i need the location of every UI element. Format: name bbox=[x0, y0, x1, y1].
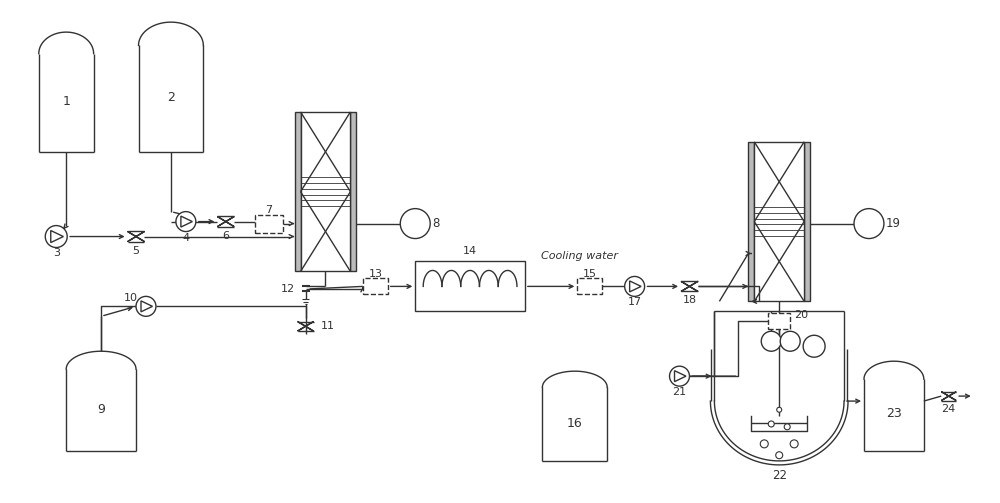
Circle shape bbox=[136, 296, 156, 316]
Text: M: M bbox=[409, 217, 421, 230]
Circle shape bbox=[784, 424, 790, 430]
Polygon shape bbox=[141, 301, 152, 312]
Circle shape bbox=[761, 331, 781, 351]
Circle shape bbox=[625, 277, 645, 296]
Circle shape bbox=[670, 366, 689, 386]
Polygon shape bbox=[181, 216, 192, 227]
Polygon shape bbox=[298, 321, 314, 331]
Circle shape bbox=[768, 421, 774, 427]
Text: 12: 12 bbox=[281, 284, 295, 294]
Text: 6: 6 bbox=[222, 230, 229, 240]
Polygon shape bbox=[217, 216, 234, 227]
Polygon shape bbox=[217, 216, 234, 227]
Bar bbox=[754, 142, 804, 301]
Text: 2: 2 bbox=[167, 91, 175, 104]
Text: 24: 24 bbox=[942, 404, 956, 414]
Polygon shape bbox=[675, 371, 686, 382]
Circle shape bbox=[780, 331, 800, 351]
Text: T: T bbox=[787, 336, 793, 346]
Text: pH: pH bbox=[808, 342, 820, 351]
Text: 13: 13 bbox=[368, 270, 382, 280]
Text: M: M bbox=[863, 217, 875, 230]
Circle shape bbox=[400, 209, 430, 238]
Text: 14: 14 bbox=[463, 246, 477, 257]
Circle shape bbox=[803, 336, 825, 357]
Polygon shape bbox=[681, 281, 698, 292]
Circle shape bbox=[777, 407, 782, 412]
Polygon shape bbox=[630, 281, 641, 292]
Bar bbox=[804, 142, 810, 301]
Text: 4: 4 bbox=[182, 232, 189, 242]
FancyBboxPatch shape bbox=[768, 313, 790, 329]
Polygon shape bbox=[128, 231, 144, 241]
Polygon shape bbox=[128, 231, 144, 241]
Circle shape bbox=[176, 212, 196, 231]
FancyBboxPatch shape bbox=[363, 279, 388, 294]
FancyBboxPatch shape bbox=[577, 279, 602, 294]
Text: 23: 23 bbox=[886, 407, 902, 420]
Circle shape bbox=[854, 209, 884, 238]
Circle shape bbox=[776, 452, 783, 459]
Text: 17: 17 bbox=[628, 297, 642, 307]
Bar bbox=[350, 112, 356, 272]
Text: 21: 21 bbox=[672, 387, 687, 397]
Text: 3: 3 bbox=[53, 248, 60, 259]
Text: 20: 20 bbox=[794, 310, 808, 320]
Text: 7: 7 bbox=[265, 205, 272, 215]
Text: 11: 11 bbox=[320, 321, 334, 331]
Text: 16: 16 bbox=[567, 416, 583, 430]
Text: Cooling water: Cooling water bbox=[541, 252, 618, 262]
Text: M: M bbox=[766, 336, 776, 346]
Text: 10: 10 bbox=[124, 293, 138, 303]
Circle shape bbox=[45, 225, 67, 247]
Text: 1: 1 bbox=[62, 95, 70, 108]
FancyBboxPatch shape bbox=[255, 215, 283, 232]
Text: 9: 9 bbox=[97, 402, 105, 415]
Text: 15: 15 bbox=[583, 270, 597, 280]
Text: 22: 22 bbox=[772, 469, 787, 482]
Text: 19: 19 bbox=[886, 217, 901, 230]
Bar bbox=[748, 142, 754, 301]
Circle shape bbox=[760, 440, 768, 448]
Circle shape bbox=[790, 440, 798, 448]
Text: 18: 18 bbox=[682, 295, 697, 305]
Text: 8: 8 bbox=[432, 217, 440, 230]
Bar bbox=[295, 112, 301, 272]
Bar bbox=[301, 112, 350, 272]
Polygon shape bbox=[941, 392, 956, 400]
Bar bbox=[415, 262, 525, 311]
Polygon shape bbox=[51, 230, 63, 242]
Polygon shape bbox=[298, 321, 314, 331]
Polygon shape bbox=[681, 281, 698, 292]
Text: 5: 5 bbox=[133, 245, 140, 256]
Polygon shape bbox=[941, 392, 956, 400]
